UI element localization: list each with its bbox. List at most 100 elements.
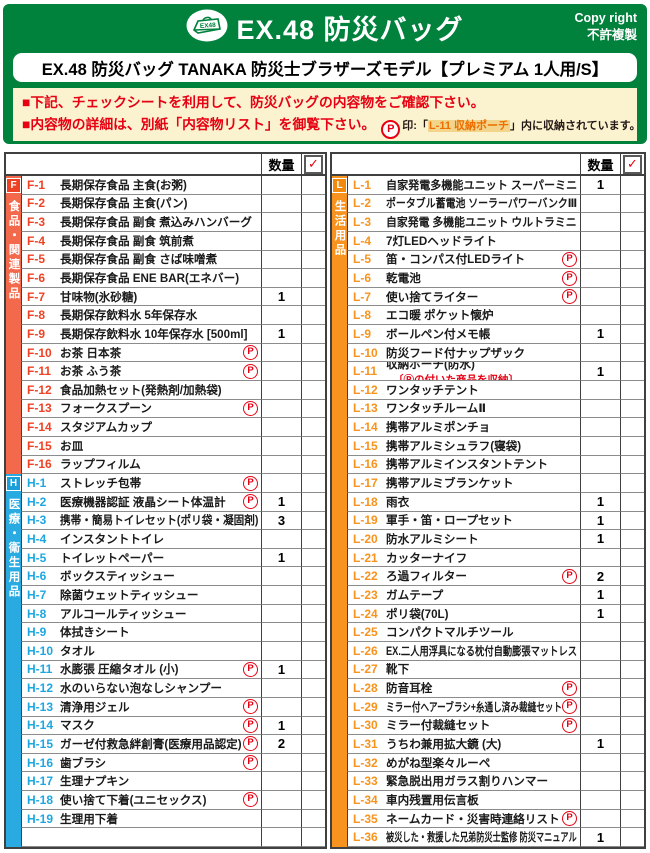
item-note: 〔Ⓟの付いた商品を収納〕: [393, 373, 519, 382]
item-row: F-14 スタジアムカップ: [21, 418, 261, 437]
item-qty: [261, 176, 301, 195]
item-check-cell: [301, 399, 325, 419]
item-name: 携帯・簡易トイレセット(ポリ袋・凝固剤): [60, 514, 259, 528]
item-name: 長期保存飲料水 5年保存水: [60, 309, 198, 323]
item-qty: [261, 381, 301, 400]
item-code: F-11: [27, 364, 52, 379]
item-qty: 2: [580, 567, 620, 587]
item-qty: [580, 697, 620, 717]
item-check-cell: [620, 641, 644, 661]
item-name: 除菌ウェットティッシュー: [60, 588, 199, 602]
p-mark-icon: P: [243, 755, 258, 771]
item-row: H-17 生理ナプキン: [21, 772, 261, 792]
item-code: L-11: [353, 364, 378, 379]
item-row: F-13 フォークスプーン P: [21, 399, 261, 419]
item-row: L-14 携帯アルミポンチョ: [347, 418, 580, 437]
pouch-ref-highlight: L-11 収納ポーチ: [427, 120, 511, 133]
item-code: F-10: [27, 345, 52, 360]
item-qty: [261, 772, 301, 792]
item-code: L-35: [353, 811, 378, 826]
item-qty: [261, 418, 301, 437]
p-mark-icon: P: [562, 270, 577, 286]
item-check-cell: [620, 828, 644, 847]
section-label: 食品・関連製品: [7, 200, 20, 302]
item-name: うちわ兼用拡大鏡 (大): [386, 737, 502, 751]
item-code: H-5: [27, 550, 47, 565]
item-row: H-11 水膨張 圧縮タオル (小) P: [21, 660, 261, 680]
item-code: H-9: [27, 625, 47, 640]
item-check-cell: [620, 809, 644, 829]
item-code: L-23: [353, 587, 378, 602]
item-qty: [261, 436, 301, 456]
item-check-cell: [620, 530, 644, 549]
item-qty: 1: [580, 586, 620, 605]
item-code: F-14: [27, 420, 52, 435]
item-row: F-3 長期保存食品 副食 煮込みハンバーグ: [21, 213, 261, 232]
item-row: F-16 ラップフィルム: [21, 455, 261, 475]
item-check-cell: [620, 586, 644, 605]
item-code: L-8: [353, 308, 371, 323]
item-qty: [261, 697, 301, 717]
item-qty: 1: [580, 735, 620, 754]
item-check-cell: [301, 716, 325, 736]
item-qty: [261, 362, 301, 382]
item-code: L-3: [353, 215, 371, 230]
item-name: 長期保存食品 副食 筑前煮: [60, 234, 194, 248]
item-code: F-4: [27, 233, 45, 248]
item-code: L-1: [353, 177, 371, 192]
item-name: 甘味物(氷砂糖): [60, 290, 138, 304]
item-qty: [580, 250, 620, 270]
item-name: お皿: [60, 439, 84, 453]
item-name: ミラー付裁縫セット: [386, 719, 491, 733]
item-name: ポータブル蓄電池 ソーラーパワーバンクⅢ: [386, 197, 578, 211]
item-code: F-13: [27, 401, 52, 416]
item-name: 靴下: [386, 663, 410, 677]
item-check-cell: [620, 697, 644, 717]
item-name: 軍手・笛・ロープセット: [386, 514, 513, 528]
check-icon: ✓: [623, 154, 642, 174]
item-code: F-9: [27, 326, 45, 341]
copyright-text: Copy right 不許複製: [574, 11, 638, 42]
item-name: ポリ袋(70L): [386, 607, 449, 621]
item-qty: [580, 641, 620, 661]
item-name: 水のいらない泡なしシャンプー: [60, 682, 222, 696]
item-name: 医療機器認証 液晶シート体温計: [60, 495, 226, 509]
item-name: ガーゼ付救急絆創膏(医療用品認定): [60, 737, 242, 751]
item-name: エコ暖 ポケット懐炉: [386, 309, 494, 323]
item-check-cell: [301, 176, 325, 195]
item-check-cell: [620, 623, 644, 642]
item-row: H-5 トイレットペーパー: [21, 548, 261, 568]
item-code: L-4: [353, 233, 371, 248]
item-row: L-4 7灯LEDヘッドライト: [347, 231, 580, 251]
item-code: L-10: [353, 345, 378, 360]
item-code: L-29: [353, 699, 378, 714]
item-name: 清浄用ジェル: [60, 700, 130, 714]
item-check-cell: [620, 511, 644, 531]
item-code: L-7: [353, 289, 371, 304]
item-code: L-31: [353, 736, 378, 751]
item-name: 笛・コンパス付LEDライト: [386, 253, 526, 267]
item-check-cell: [301, 269, 325, 288]
title-row: EX48 EX.48 防災バッグ Copy right 不許複製: [3, 4, 647, 51]
page-title: EX.48 防災バッグ: [236, 15, 464, 45]
item-qty: 1: [261, 325, 301, 344]
item-qty: [261, 455, 301, 475]
item-check-cell: [620, 418, 644, 437]
item-name: めがね型楽々ルーペ: [386, 756, 491, 770]
item-qty: [261, 791, 301, 810]
item-qty: [580, 381, 620, 400]
item-code: L-30: [353, 718, 378, 733]
item-qty: [580, 213, 620, 232]
item-name: 被災した・救援した兄弟防災士監修 防災マニュアル: [386, 831, 577, 845]
item-qty: 1: [580, 176, 620, 195]
item-row: F-2 長期保存食品 主食(パン): [21, 194, 261, 214]
item-qty: [261, 231, 301, 251]
item-row: L-12 ワンタッチテント: [347, 381, 580, 400]
item-qty: [580, 418, 620, 437]
item-check-cell: [620, 735, 644, 754]
item-code: L-17: [353, 476, 378, 491]
item-qty: 1: [261, 716, 301, 736]
item-qty: [580, 791, 620, 810]
item-qty: [261, 269, 301, 288]
item-qty: [580, 455, 620, 475]
